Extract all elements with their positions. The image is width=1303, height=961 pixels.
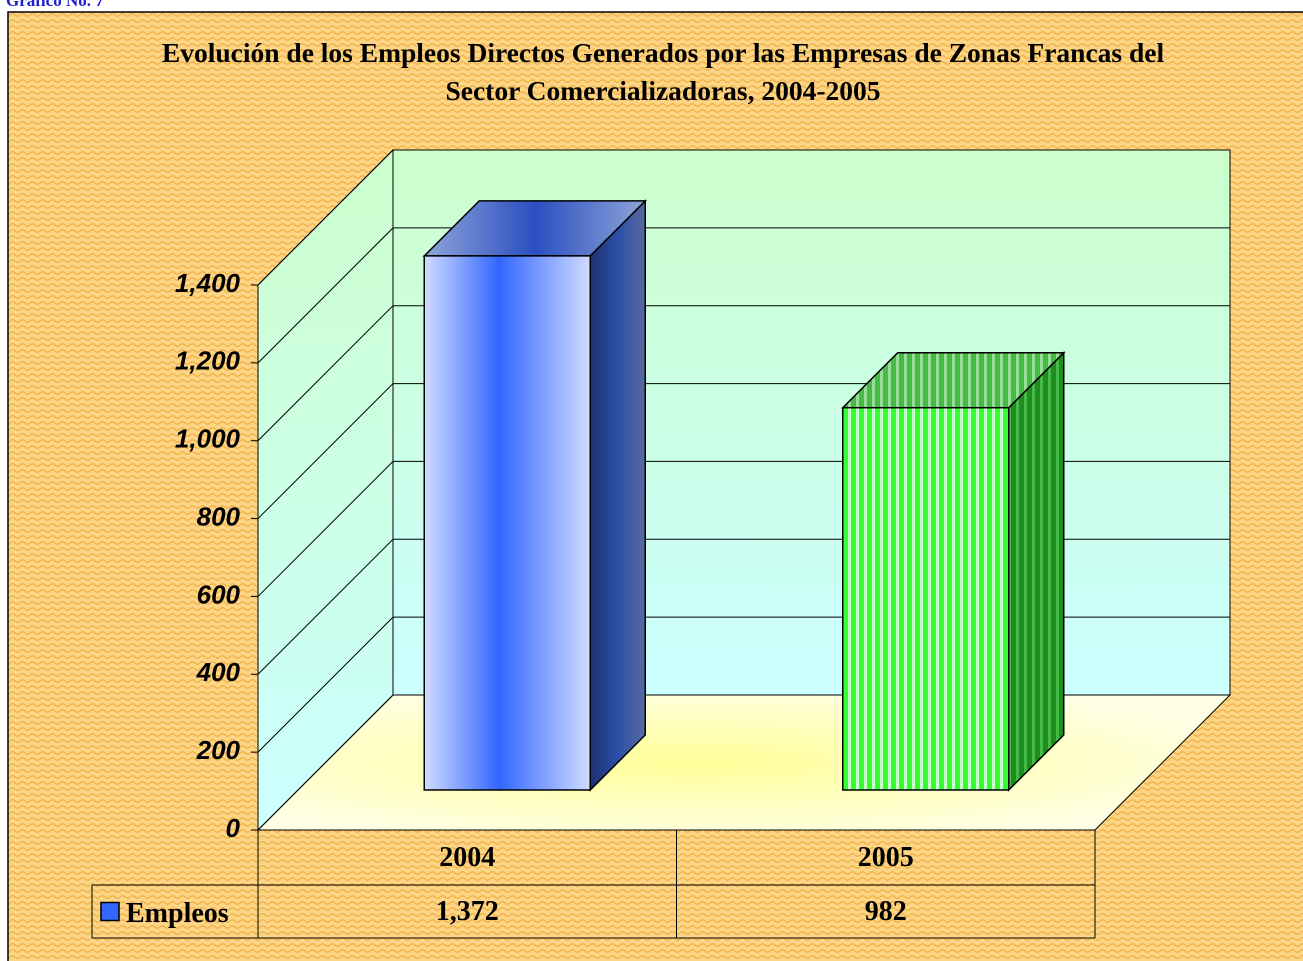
grid-line xyxy=(257,227,1230,364)
plot-area: 0 200 400 600 800 1,000 1,200 1,400 2004 1,372 200… xyxy=(91,148,1232,939)
caption: Gráfico No. 7 xyxy=(6,0,104,10)
bar-side xyxy=(589,199,646,792)
y-tick-label: 600 xyxy=(197,579,241,609)
y-tick-label: 1,000 xyxy=(175,424,241,454)
y-tick-label: 1,200 xyxy=(175,346,241,376)
data-label: 1,372 xyxy=(436,896,499,927)
grid-line xyxy=(257,149,1230,286)
data-label: 982 xyxy=(865,896,907,927)
x-tick-label: 2005 xyxy=(858,842,914,873)
y-tick-label: 0 xyxy=(226,813,241,843)
bar xyxy=(842,406,1010,791)
x-tick-label: 2004 xyxy=(439,842,495,873)
chart-title: Evolución de los Empleos Directos Genera… xyxy=(161,37,1165,106)
floor xyxy=(256,694,1232,831)
legend-swatch xyxy=(100,901,120,922)
grid-line xyxy=(257,305,1230,442)
y-tick-label: 200 xyxy=(196,735,241,765)
legend-label: Empleos xyxy=(126,898,229,929)
bar xyxy=(423,255,591,791)
y-tick-label: 800 xyxy=(197,501,241,531)
bar-side xyxy=(1008,350,1065,792)
y-tick-label: 1,400 xyxy=(175,268,241,298)
y-tick-label: 400 xyxy=(196,657,241,687)
